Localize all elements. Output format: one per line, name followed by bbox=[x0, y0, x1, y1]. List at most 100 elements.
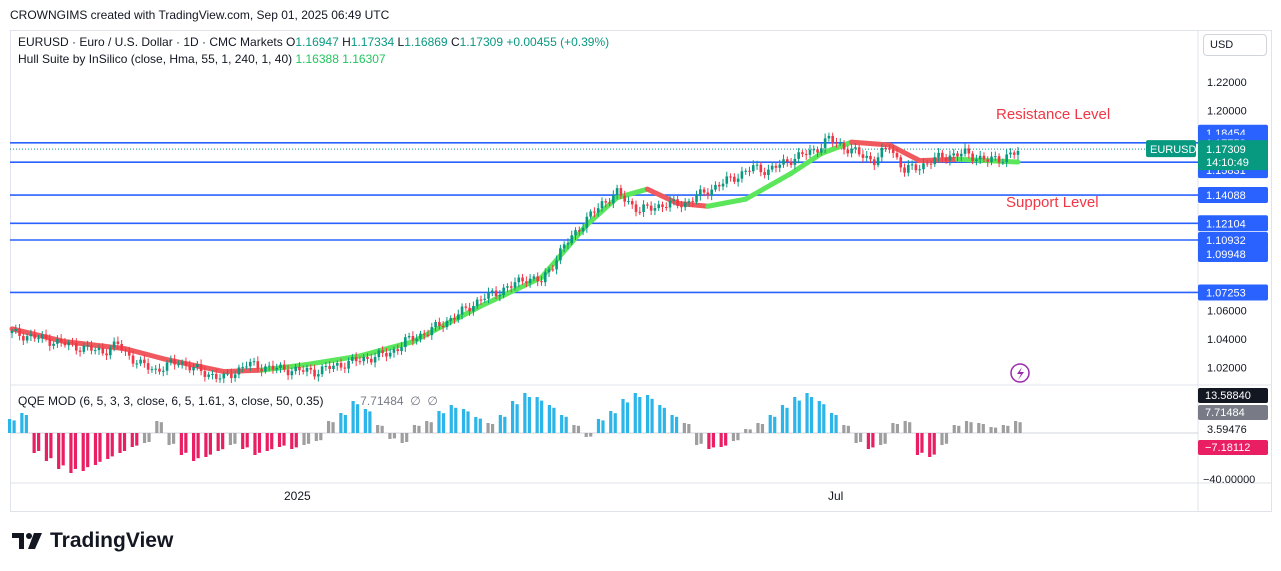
candle-body[interactable] bbox=[324, 366, 328, 368]
candle-body[interactable] bbox=[135, 363, 139, 365]
candle-body[interactable] bbox=[914, 164, 918, 171]
candle-body[interactable] bbox=[33, 334, 36, 339]
candle-body[interactable] bbox=[604, 201, 608, 203]
candle-body[interactable] bbox=[967, 148, 971, 154]
candle-body[interactable] bbox=[453, 318, 456, 320]
candle-body[interactable] bbox=[472, 306, 475, 312]
candle-body[interactable] bbox=[668, 200, 672, 208]
candle-body[interactable] bbox=[494, 290, 498, 297]
candle-body[interactable] bbox=[706, 192, 710, 196]
candle-body[interactable] bbox=[763, 172, 766, 176]
candle-body[interactable] bbox=[475, 299, 479, 307]
candle-body[interactable] bbox=[441, 326, 445, 328]
candle-body[interactable] bbox=[865, 155, 869, 158]
candle-body[interactable] bbox=[1001, 162, 1005, 164]
candle-body[interactable] bbox=[180, 362, 184, 365]
candle-body[interactable] bbox=[793, 158, 797, 165]
symbol-legend[interactable]: EURUSD · Euro / U.S. Dollar · 1D · CMC M… bbox=[18, 35, 609, 49]
candle-body[interactable] bbox=[638, 211, 642, 213]
candle-body[interactable] bbox=[241, 367, 244, 369]
candle-body[interactable] bbox=[37, 338, 40, 340]
candle-body[interactable] bbox=[354, 357, 358, 362]
candle-body[interactable] bbox=[774, 165, 778, 168]
candle-body[interactable] bbox=[438, 321, 441, 327]
candle-body[interactable] bbox=[456, 314, 460, 320]
candle-body[interactable] bbox=[733, 176, 736, 182]
candle-body[interactable] bbox=[801, 152, 804, 155]
candle-body[interactable] bbox=[808, 149, 812, 155]
candle-body[interactable] bbox=[559, 248, 562, 261]
candle-body[interactable] bbox=[672, 199, 676, 201]
candle-body[interactable] bbox=[127, 351, 131, 356]
candle-body[interactable] bbox=[124, 350, 127, 352]
candle-body[interactable] bbox=[59, 339, 63, 343]
candle-body[interactable] bbox=[729, 176, 732, 178]
candle-body[interactable] bbox=[937, 152, 940, 158]
candle-body[interactable] bbox=[789, 161, 793, 165]
candle-body[interactable] bbox=[835, 142, 838, 144]
candle-body[interactable] bbox=[335, 362, 339, 366]
candle-body[interactable] bbox=[173, 359, 176, 365]
candle-body[interactable] bbox=[577, 230, 581, 232]
candle-body[interactable] bbox=[218, 378, 222, 380]
candle-body[interactable] bbox=[22, 335, 25, 341]
candle-body[interactable] bbox=[362, 356, 366, 362]
candle-body[interactable] bbox=[305, 367, 309, 372]
candle-body[interactable] bbox=[392, 349, 396, 353]
candle-body[interactable] bbox=[899, 157, 903, 168]
candle-body[interactable] bbox=[196, 364, 199, 368]
candle-body[interactable] bbox=[158, 368, 161, 372]
candle-body[interactable] bbox=[283, 364, 286, 370]
candle-body[interactable] bbox=[237, 367, 241, 375]
candle-body[interactable] bbox=[252, 361, 256, 363]
candle-body[interactable] bbox=[812, 149, 816, 151]
candle-body[interactable] bbox=[109, 347, 112, 356]
candle-body[interactable] bbox=[600, 201, 604, 209]
candle-body[interactable] bbox=[294, 366, 297, 372]
candle-body[interactable] bbox=[748, 170, 751, 172]
candle-body[interactable] bbox=[782, 159, 785, 165]
candle-body[interactable] bbox=[710, 189, 713, 196]
candle-body[interactable] bbox=[14, 328, 18, 331]
candle-body[interactable] bbox=[385, 353, 388, 357]
candle-body[interactable] bbox=[740, 171, 744, 179]
candle-body[interactable] bbox=[895, 153, 899, 158]
candle-body[interactable] bbox=[717, 184, 721, 187]
candle-body[interactable] bbox=[680, 205, 683, 208]
candle-body[interactable] bbox=[884, 147, 887, 149]
candle-body[interactable] bbox=[570, 235, 574, 244]
candle-body[interactable] bbox=[1012, 152, 1016, 155]
candle-body[interactable] bbox=[366, 356, 369, 359]
candle-body[interactable] bbox=[1005, 154, 1008, 163]
candle-body[interactable] bbox=[230, 373, 233, 379]
candle-body[interactable] bbox=[831, 135, 834, 143]
candle-body[interactable] bbox=[952, 153, 956, 156]
candle-body[interactable] bbox=[381, 350, 384, 354]
candle-body[interactable] bbox=[872, 159, 876, 166]
candle-body[interactable] bbox=[608, 202, 611, 204]
candle-body[interactable] bbox=[1016, 151, 1020, 155]
candle-body[interactable] bbox=[929, 163, 933, 165]
candle-body[interactable] bbox=[963, 148, 967, 154]
candle-body[interactable] bbox=[744, 170, 747, 172]
currency-selector[interactable]: USD bbox=[1203, 34, 1267, 56]
candle-body[interactable] bbox=[154, 368, 158, 370]
candle-body[interactable] bbox=[419, 333, 422, 339]
candle-body[interactable] bbox=[245, 366, 248, 368]
candle-body[interactable] bbox=[97, 348, 101, 351]
candle-body[interactable] bbox=[93, 350, 97, 352]
candle-body[interactable] bbox=[10, 330, 14, 334]
candle-body[interactable] bbox=[509, 286, 513, 288]
alert-icon[interactable] bbox=[1010, 363, 1030, 383]
tradingview-logo[interactable]: TradingView bbox=[12, 529, 173, 553]
candle-body[interactable] bbox=[63, 342, 67, 346]
candle-body[interactable] bbox=[581, 227, 585, 232]
candle-body[interactable] bbox=[396, 349, 400, 352]
candle-body[interactable] bbox=[464, 306, 468, 308]
candle-body[interactable] bbox=[377, 350, 381, 358]
qqe-legend[interactable]: QQE MOD (6, 5, 3, 3, close, 6, 5, 1.61, … bbox=[18, 394, 438, 408]
candle-body[interactable] bbox=[407, 336, 411, 338]
candle-body[interactable] bbox=[48, 338, 52, 346]
candle-body[interactable] bbox=[214, 373, 218, 379]
candle-body[interactable] bbox=[918, 169, 921, 171]
